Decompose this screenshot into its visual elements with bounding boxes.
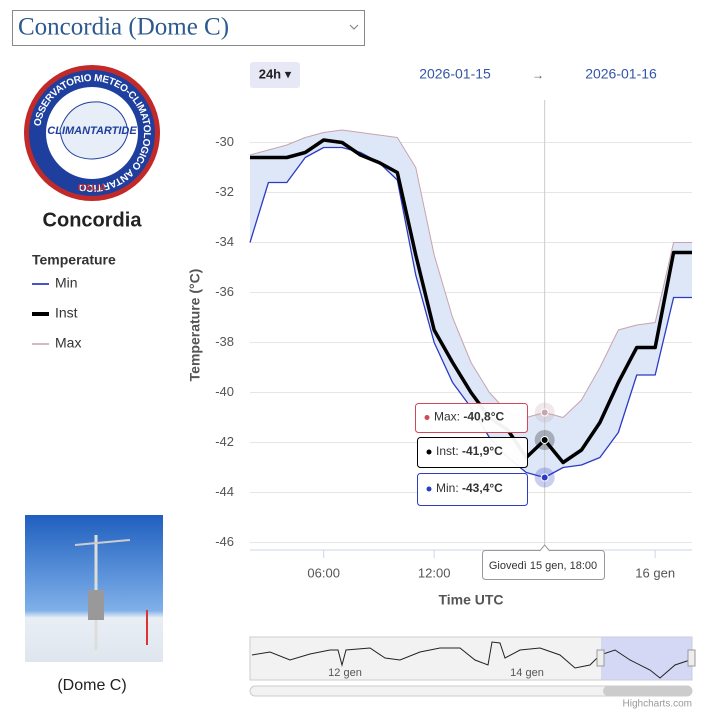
- logo-country: ITALIA: [78, 182, 107, 192]
- credits[interactable]: Highcharts.com: [623, 699, 692, 710]
- photo-bg: [25, 515, 163, 662]
- y-tick-label: -44: [215, 484, 234, 499]
- hover-point: [540, 473, 549, 482]
- scrollbar-thumb[interactable]: [603, 686, 692, 696]
- tooltip-text: Inst: -41,9°C: [436, 444, 503, 458]
- legend-label: Inst: [55, 305, 78, 321]
- y-tick-label: -36: [215, 284, 234, 299]
- y-tick-label: -32: [215, 184, 234, 199]
- logo: OSSERVATORIO METEO-CLIMATOLOGICO ANTARTI…: [24, 65, 160, 201]
- range-button-text: 24h ▾: [259, 66, 292, 81]
- tooltip-dot: [426, 486, 432, 492]
- tooltip-value: -43,4°C: [462, 481, 503, 495]
- tooltip-dot: [426, 449, 432, 455]
- y-tick-label: -46: [215, 534, 234, 549]
- logo-continent: [59, 101, 129, 160]
- station-select-text: Concordia (Dome C): [18, 14, 229, 41]
- range-button[interactable]: [250, 62, 300, 88]
- series-line: [249, 129, 692, 418]
- y-tick-label: -34: [215, 234, 234, 249]
- station-select[interactable]: [12, 10, 365, 46]
- range-from[interactable]: 2026-01-15: [419, 66, 491, 82]
- series-line: [250, 138, 692, 465]
- x-tick-label: 12:00: [418, 565, 451, 580]
- legend-label: Min: [55, 275, 78, 291]
- plot: -30 -32 -34 -36 -38 -40 -42 -44 -46 06:00 12:00 16 …: [215, 100, 692, 580]
- navigator-label: 14 gen: [510, 667, 544, 679]
- station-name: Concordia: [43, 209, 143, 231]
- navigator-label: 12 gen: [328, 667, 362, 679]
- tooltip-box: [417, 437, 528, 468]
- photo-arm: [74, 539, 131, 546]
- range-arrow: →: [532, 68, 544, 82]
- x-tick-label: 06:00: [307, 565, 340, 580]
- navigator-handle[interactable]: [687, 649, 696, 667]
- hover-point: [540, 436, 549, 444]
- tooltip-label: Min:: [436, 481, 462, 495]
- select-chevron: [349, 24, 359, 30]
- tooltip-dot: [424, 415, 430, 420]
- tooltip-value: -40,8°C: [463, 410, 504, 424]
- logo-brand: CLIMANTARTIDE: [47, 125, 137, 137]
- station-photo: [25, 515, 163, 662]
- navigator-line: [251, 641, 691, 679]
- photo-box: [88, 590, 104, 620]
- x-axis-title: Time UTC: [438, 592, 503, 608]
- hover-point: [540, 408, 549, 417]
- y-tick-label: -40: [215, 384, 234, 399]
- tooltip-text: Min: -43,4°C: [436, 481, 503, 495]
- navigator: 12 gen 14 gen: [249, 636, 696, 697]
- y-axis-title: Temperature (°C): [187, 269, 203, 382]
- range-band: [250, 130, 692, 478]
- navigator-selection[interactable]: [601, 637, 692, 680]
- legend-label: Max: [55, 335, 81, 351]
- legend-title: Temperature: [32, 252, 116, 268]
- y-tick-label: -42: [215, 434, 234, 449]
- y-tick-label: -30: [215, 134, 234, 149]
- legend: Min Inst Max: [32, 275, 81, 351]
- tooltip-box: [417, 473, 528, 506]
- range-to[interactable]: 2026-01-16: [585, 66, 657, 82]
- tooltip-box: [415, 403, 528, 433]
- tooltip-text: Max: -40,8°C: [434, 410, 504, 424]
- date-tooltip-text: Giovedì 15 gen, 18:00: [489, 560, 597, 572]
- tooltip-label: Max:: [434, 410, 463, 424]
- tooltip-label: Inst:: [436, 444, 462, 458]
- date-tooltip-pointer: [539, 544, 551, 552]
- tooltip-value: -41,9°C: [462, 444, 503, 458]
- x-tick-label: 16 gen: [635, 565, 675, 580]
- y-tick-label: -38: [215, 334, 234, 349]
- photo-caption: (Dome C): [57, 677, 126, 694]
- navigator-handle[interactable]: [596, 649, 605, 667]
